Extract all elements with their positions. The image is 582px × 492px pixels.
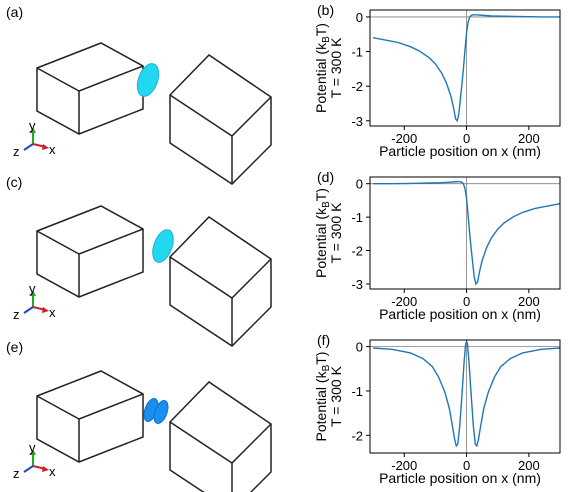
schematic-c: (c) y x z bbox=[6, 174, 272, 347]
potential-curve-d bbox=[373, 181, 561, 286]
potential-curve-b bbox=[372, 14, 560, 123]
axis-label-y-a: y bbox=[29, 118, 36, 133]
x-axis-title-f: Particle position on x (nm) bbox=[379, 470, 541, 486]
particle-disk-pair-2 bbox=[153, 400, 169, 424]
panel-label-f: (f) bbox=[317, 332, 330, 348]
axis-label-z-c: z bbox=[13, 307, 20, 322]
x-tick-label-b: -200 bbox=[391, 131, 417, 146]
y-tick-label-d: -2 bbox=[351, 244, 363, 259]
axis-label-x-c: x bbox=[49, 305, 56, 320]
y-axis-title-b: Potential (kBT) bbox=[313, 23, 332, 113]
axis-label-x-a: x bbox=[49, 142, 56, 157]
x-tick-label-d: 200 bbox=[518, 294, 540, 309]
axis-label-z-e: z bbox=[13, 466, 20, 481]
axis-label-z-a: z bbox=[13, 144, 20, 159]
x-tick-label-f: 0 bbox=[463, 458, 470, 473]
left-channel-box-a bbox=[36, 42, 144, 135]
y-tick-label-d: -1 bbox=[351, 210, 363, 225]
coordinate-axes-e: y x z bbox=[13, 440, 56, 481]
x-tick-label-f: -200 bbox=[391, 458, 417, 473]
y-tick-label-b: 0 bbox=[356, 10, 363, 25]
chart-f: (f) -200 0 200 0 -1 -2 Particle position on x (… bbox=[313, 332, 561, 486]
y-tick-label-b: -2 bbox=[351, 79, 363, 94]
left-channel-box-c bbox=[36, 205, 144, 298]
particle-disk-a bbox=[136, 63, 160, 97]
y-tick-label-f: -2 bbox=[351, 428, 363, 443]
panel-label-d: (d) bbox=[317, 169, 334, 185]
panel-label-c: (c) bbox=[6, 174, 22, 190]
potential-curve-f bbox=[373, 338, 561, 448]
particle-disk-c bbox=[152, 229, 174, 263]
x-tick-label-d: -200 bbox=[391, 294, 417, 309]
y-axis-title-f: Potential (kBT) bbox=[313, 352, 332, 442]
chart-d: (d) -200 0 200 0 -1 -2 -3 Particle position on x… bbox=[313, 169, 561, 322]
y-tick-label-b: -3 bbox=[351, 114, 363, 129]
schematic-e: (e) y x z bbox=[6, 339, 272, 492]
y-tick-label-f: 0 bbox=[356, 340, 363, 355]
axis-label-x-e: x bbox=[49, 464, 56, 479]
x-axis-title-d: Particle position on x (nm) bbox=[379, 306, 541, 322]
right-channel-box-c bbox=[169, 216, 272, 347]
chart-b: (b) -200 0 200 0 -1 -2 -3 Particle position on x… bbox=[313, 2, 561, 159]
y-tick-label-d: -3 bbox=[351, 277, 363, 292]
panel-label-b: (b) bbox=[317, 2, 334, 18]
x-tick-label-d: 0 bbox=[463, 294, 470, 309]
plot-frame-f bbox=[369, 339, 561, 454]
y-axis-title-d: Potential (kBT) bbox=[313, 188, 332, 278]
panel-label-a: (a) bbox=[6, 4, 23, 20]
x-tick-label-b: 200 bbox=[518, 131, 540, 146]
coordinate-axes-c: y x z bbox=[13, 281, 56, 322]
x-arrowhead-a bbox=[42, 144, 49, 150]
y-axis-subtitle-d: T = 300 K bbox=[328, 202, 344, 264]
y-tick-label-b: -1 bbox=[351, 45, 363, 60]
x-axis-title-b: Particle position on x (nm) bbox=[379, 143, 541, 159]
axis-label-y-e: y bbox=[29, 440, 36, 455]
right-channel-box-e bbox=[169, 381, 272, 492]
y-tick-label-f: -1 bbox=[351, 384, 363, 399]
schematic-a: (a) y x z bbox=[6, 4, 272, 185]
panel-label-e: (e) bbox=[6, 339, 23, 355]
plot-frame-b bbox=[369, 9, 561, 127]
x-tick-label-f: 200 bbox=[518, 458, 540, 473]
coordinate-axes-a: y x z bbox=[13, 118, 56, 159]
z-axis-arrow-a bbox=[23, 143, 34, 151]
plot-frame-d bbox=[369, 176, 561, 290]
axis-label-y-c: y bbox=[29, 281, 36, 296]
left-channel-box-e bbox=[36, 370, 144, 463]
y-axis-subtitle-f: T = 300 K bbox=[328, 365, 344, 427]
y-arrowhead-a bbox=[30, 127, 36, 133]
y-axis-subtitle-b: T = 300 K bbox=[328, 37, 344, 99]
x-tick-label-b: 0 bbox=[463, 131, 470, 146]
right-channel-box-a bbox=[169, 54, 272, 185]
y-tick-label-d: 0 bbox=[356, 177, 363, 192]
